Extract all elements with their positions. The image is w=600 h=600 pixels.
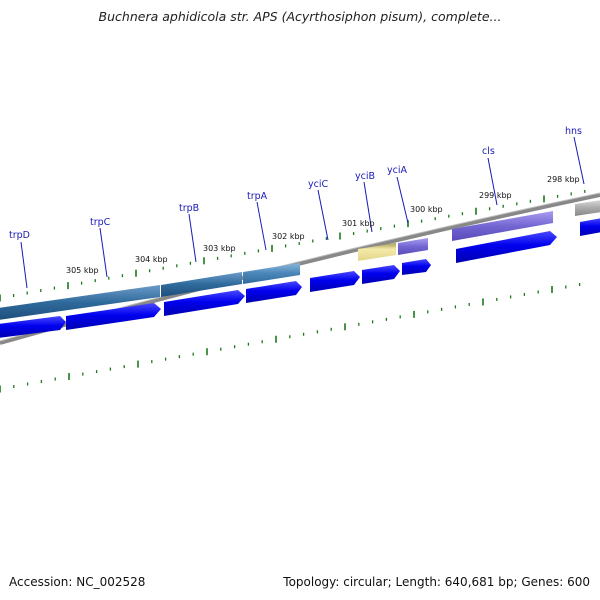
- gene-label-ycib[interactable]: yciB: [355, 171, 375, 182]
- scale-label-299: 299 kbp: [479, 191, 512, 200]
- feature-trpb-bar[interactable]: [161, 272, 242, 297]
- feature-trp-operon-bar[interactable]: [0, 285, 160, 320]
- scale-label-300: 300 kbp: [410, 205, 443, 214]
- cds-arrow-2[interactable]: [66, 303, 161, 330]
- feature-ycib-bar[interactable]: [358, 243, 396, 261]
- feature-hns-bar[interactable]: [575, 200, 600, 216]
- gene-label-trpc[interactable]: trpC: [90, 217, 111, 228]
- gene-label-cls[interactable]: cls: [482, 146, 495, 157]
- accession-text: Accession: NC_002528: [9, 575, 146, 589]
- cds-arrow-7[interactable]: [402, 259, 431, 275]
- cds-arrows: [0, 218, 600, 338]
- scale-label-301: 301 kbp: [342, 219, 375, 228]
- cds-arrow-1[interactable]: [0, 316, 66, 338]
- scale-label-302: 302 kbp: [272, 232, 305, 241]
- gene-label-hns[interactable]: hns: [565, 126, 582, 137]
- cds-arrow-8[interactable]: [456, 231, 557, 263]
- cds-arrow-9[interactable]: [580, 218, 600, 236]
- feature-ycia-bar[interactable]: [398, 238, 428, 255]
- genome-stats-text: Topology: circular; Length: 640,681 bp; …: [283, 575, 590, 589]
- gene-label-trpd[interactable]: trpD: [9, 230, 30, 241]
- gene-features: [0, 200, 600, 320]
- gene-label-trpa[interactable]: trpA: [247, 191, 268, 202]
- gene-label-trpb[interactable]: trpB: [179, 203, 199, 214]
- cds-arrow-3[interactable]: [164, 290, 245, 316]
- tick-marks: [0, 189, 586, 393]
- cds-arrow-5[interactable]: [310, 271, 360, 292]
- cds-arrow-6[interactable]: [362, 265, 400, 284]
- cds-arrow-4[interactable]: [246, 281, 302, 303]
- gene-label-ycic[interactable]: yciC: [308, 179, 328, 190]
- scale-labels: 305 kbp 304 kbp 303 kbp 302 kbp 301 kbp …: [66, 175, 580, 275]
- gene-label-ycia[interactable]: yciA: [387, 165, 407, 176]
- scale-label-305: 305 kbp: [66, 266, 99, 275]
- gene-labels: trpD trpC trpB trpA yciC yciB yciA cls h…: [9, 126, 582, 241]
- scale-label-304: 304 kbp: [135, 255, 168, 264]
- map-title: Buchnera aphidicola str. APS (Acyrthosip…: [98, 9, 502, 24]
- scale-label-303: 303 kbp: [203, 244, 236, 253]
- scale-label-298: 298 kbp: [547, 175, 580, 184]
- feature-cls-bar[interactable]: [452, 211, 553, 241]
- gene-label-leaders: [20, 136, 585, 289]
- feature-trpa-bar[interactable]: [243, 263, 300, 284]
